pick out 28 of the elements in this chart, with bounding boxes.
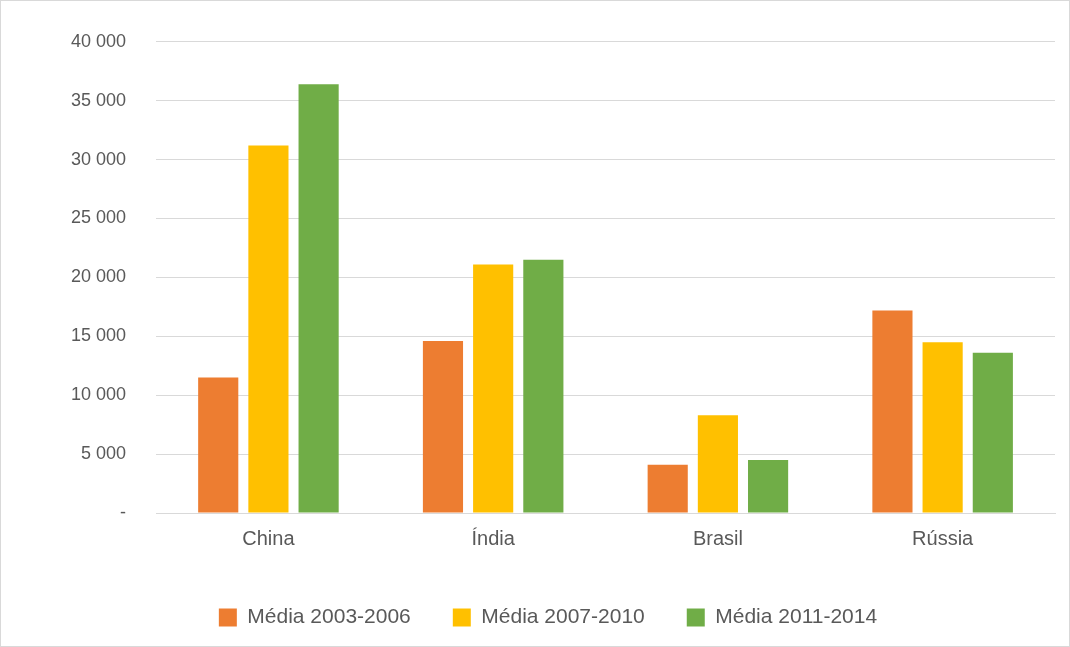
x-tick-label: Rússia: [912, 526, 975, 549]
x-tick-label: Índia: [471, 526, 516, 549]
y-tick-label: 20 000: [70, 266, 127, 287]
bar: [422, 341, 464, 513]
y-tick-label: 15 000: [70, 325, 127, 346]
bar: [748, 459, 789, 513]
bar: [922, 342, 963, 513]
bar: [298, 84, 339, 513]
y-tick-label: 5 000: [81, 443, 127, 464]
y-tick-label: 25 000: [70, 207, 127, 228]
y-tick-label: -: [120, 501, 127, 522]
bar: [198, 377, 239, 513]
bar: [872, 310, 913, 513]
y-tick-label: 40 000: [70, 30, 127, 51]
bar: [248, 145, 289, 513]
bar: [972, 352, 1013, 513]
x-tick-label: Brasil: [692, 526, 743, 549]
bar: [697, 415, 738, 513]
y-tick-label: 30 000: [70, 148, 127, 169]
legend-label: Média 2011-2014: [715, 604, 878, 628]
bar: [473, 264, 514, 513]
legend-label: Média 2007-2010: [481, 604, 645, 628]
y-tick-label: 35 000: [70, 89, 127, 110]
y-tick-label: 10 000: [70, 384, 127, 405]
x-tick-label: China: [242, 526, 296, 549]
bar: [523, 259, 564, 513]
legend-label: Média 2003-2006: [247, 604, 411, 628]
bar: [647, 464, 688, 513]
